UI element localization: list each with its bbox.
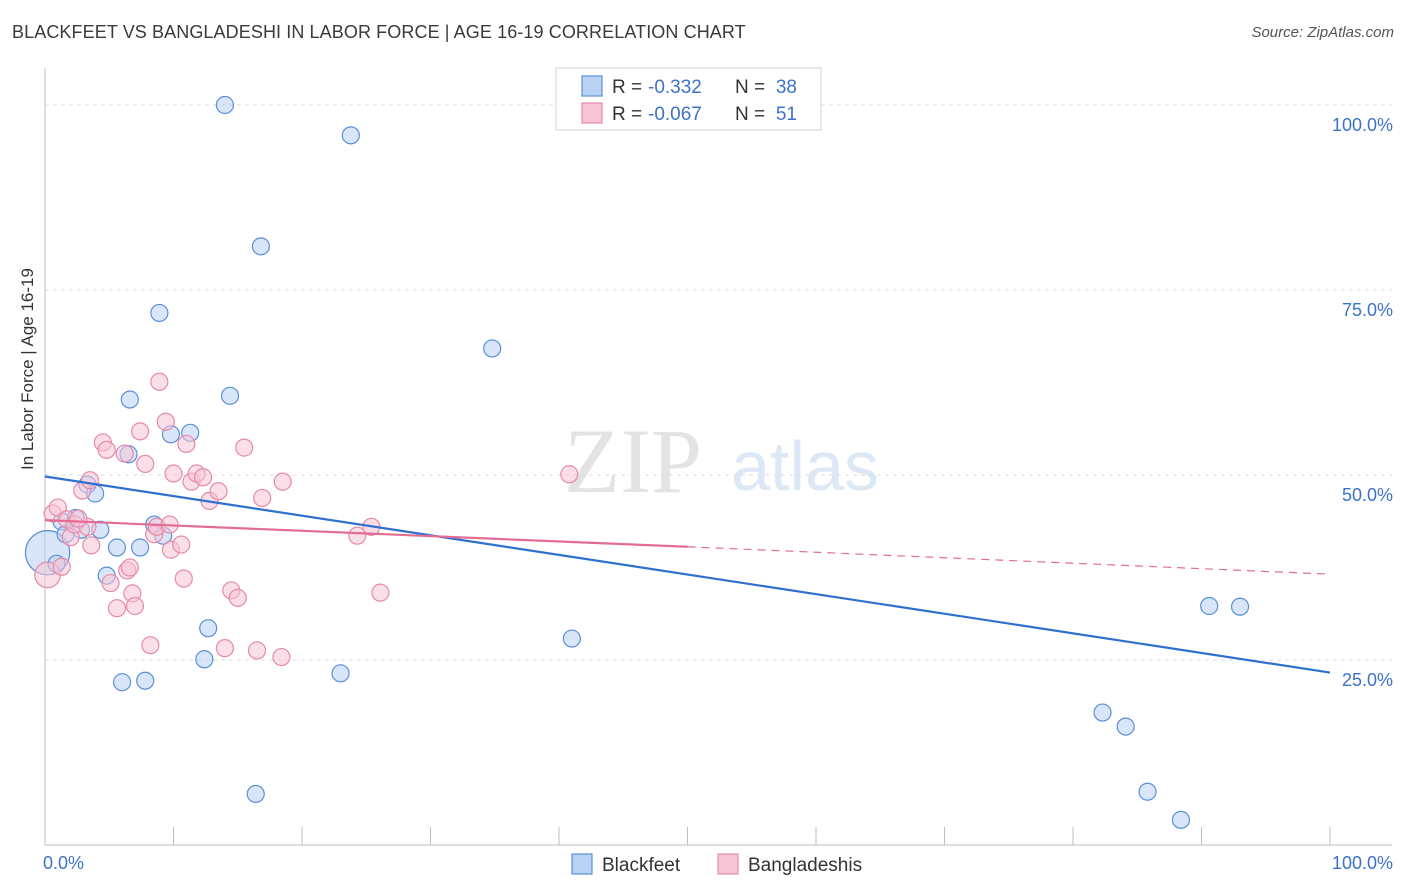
y-tick-label: 100.0% [1332, 115, 1393, 135]
blackfeet-point[interactable] [331, 664, 350, 683]
bangladeshi-point[interactable] [80, 471, 100, 490]
bangladeshi-point[interactable] [215, 639, 234, 658]
y-tick-label: 25.0% [1342, 670, 1393, 690]
bangladeshi-point[interactable] [253, 488, 272, 508]
bangladeshi-point[interactable] [141, 636, 160, 655]
legend-swatch-pink[interactable] [717, 853, 739, 875]
blackfeet-point[interactable] [562, 629, 581, 648]
bangladeshi-point[interactable] [150, 372, 169, 391]
blackfeet-point[interactable] [199, 619, 218, 638]
blackfeet-point[interactable] [150, 303, 169, 323]
watermark-zip: ZIP [564, 410, 702, 512]
blackfeet-point[interactable] [1171, 810, 1191, 829]
legend-n-label: N = [735, 104, 765, 125]
bangladeshi-point[interactable] [125, 596, 145, 616]
bangladeshi-point[interactable] [174, 569, 193, 588]
bangladeshi-point[interactable] [228, 588, 247, 607]
blackfeet-point[interactable] [1093, 703, 1112, 722]
bangladeshi-point[interactable] [107, 599, 127, 618]
blackfeet-trend-line [44, 475, 1331, 674]
legend-r-label: R = [612, 104, 642, 125]
bangladeshi-point[interactable] [130, 422, 150, 441]
legend-label-pink[interactable]: Bangladeshis [748, 855, 862, 876]
bangladeshi-point[interactable] [177, 434, 196, 454]
bangladeshi-point[interactable] [272, 647, 291, 667]
source-label: Source: ZipAtlas.com [1251, 24, 1394, 41]
blackfeet-point[interactable] [251, 237, 270, 256]
blackfeet-point[interactable] [107, 538, 127, 557]
legend-n-label: N = [735, 77, 765, 98]
bangladeshi-point[interactable] [52, 557, 71, 576]
legend-n-value: 38 [776, 77, 797, 98]
blackfeet-point[interactable] [246, 784, 265, 804]
blackfeet-point[interactable] [1230, 597, 1250, 616]
blackfeet-point[interactable] [195, 650, 214, 669]
bangladeshi-point[interactable] [235, 438, 254, 457]
legend-r-value: -0.067 [648, 104, 702, 125]
x-tick-label: 100.0% [1332, 853, 1393, 873]
bangladeshi-point[interactable] [156, 412, 175, 431]
bangladeshi-point[interactable] [115, 444, 134, 463]
blackfeet-point[interactable] [112, 673, 132, 692]
legend-r-value: -0.332 [648, 77, 702, 98]
blackfeet-point[interactable] [136, 671, 155, 690]
chart-title: BLACKFEET VS BANGLADESHI IN LABOR FORCE … [12, 22, 746, 42]
x-tick-label: 0.0% [43, 853, 84, 873]
y-tick-label: 50.0% [1342, 485, 1393, 505]
bangladeshi-trend-extension [687, 546, 1331, 575]
bangladeshi-trend-line [44, 519, 688, 548]
bangladeshi-point[interactable] [348, 526, 367, 545]
bangladeshi-point[interactable] [136, 454, 155, 473]
y-tick-label: 75.0% [1342, 300, 1393, 320]
blackfeet-point[interactable] [215, 95, 234, 115]
legend-swatch-blue[interactable] [571, 853, 593, 875]
bangladeshi-point[interactable] [209, 482, 228, 501]
bangladeshi-point[interactable] [273, 472, 292, 491]
bangladeshi-point[interactable] [560, 465, 579, 484]
blackfeet-point[interactable] [1200, 596, 1219, 616]
bangladeshi-point[interactable] [97, 440, 116, 459]
bangladeshi-point[interactable] [101, 573, 120, 593]
bangladeshi-point[interactable] [164, 464, 183, 483]
watermark-atlas: atlas [731, 427, 879, 505]
bangladeshi-point[interactable] [371, 583, 390, 602]
bangladeshi-point[interactable] [69, 509, 88, 528]
legend-r-label: R = [612, 77, 642, 98]
bangladeshi-point[interactable] [193, 468, 213, 487]
bangladeshi-point[interactable] [172, 535, 191, 554]
blackfeet-point[interactable] [220, 386, 240, 405]
legend-swatch-pink [581, 102, 603, 124]
bangladeshi-point[interactable] [247, 641, 267, 660]
legend-n-value: 51 [776, 104, 797, 125]
blackfeet-point[interactable] [1138, 782, 1157, 801]
bangladeshi-point[interactable] [82, 536, 101, 555]
blackfeet-point[interactable] [483, 339, 502, 358]
legend-swatch-blue [581, 75, 603, 97]
blackfeet-point[interactable] [130, 538, 150, 557]
bangladeshi-point[interactable] [120, 558, 139, 577]
blackfeet-point[interactable] [1116, 717, 1135, 736]
blackfeet-point[interactable] [341, 126, 360, 145]
blackfeet-point[interactable] [120, 390, 139, 409]
legend-label-blue[interactable]: Blackfeet [602, 855, 681, 876]
